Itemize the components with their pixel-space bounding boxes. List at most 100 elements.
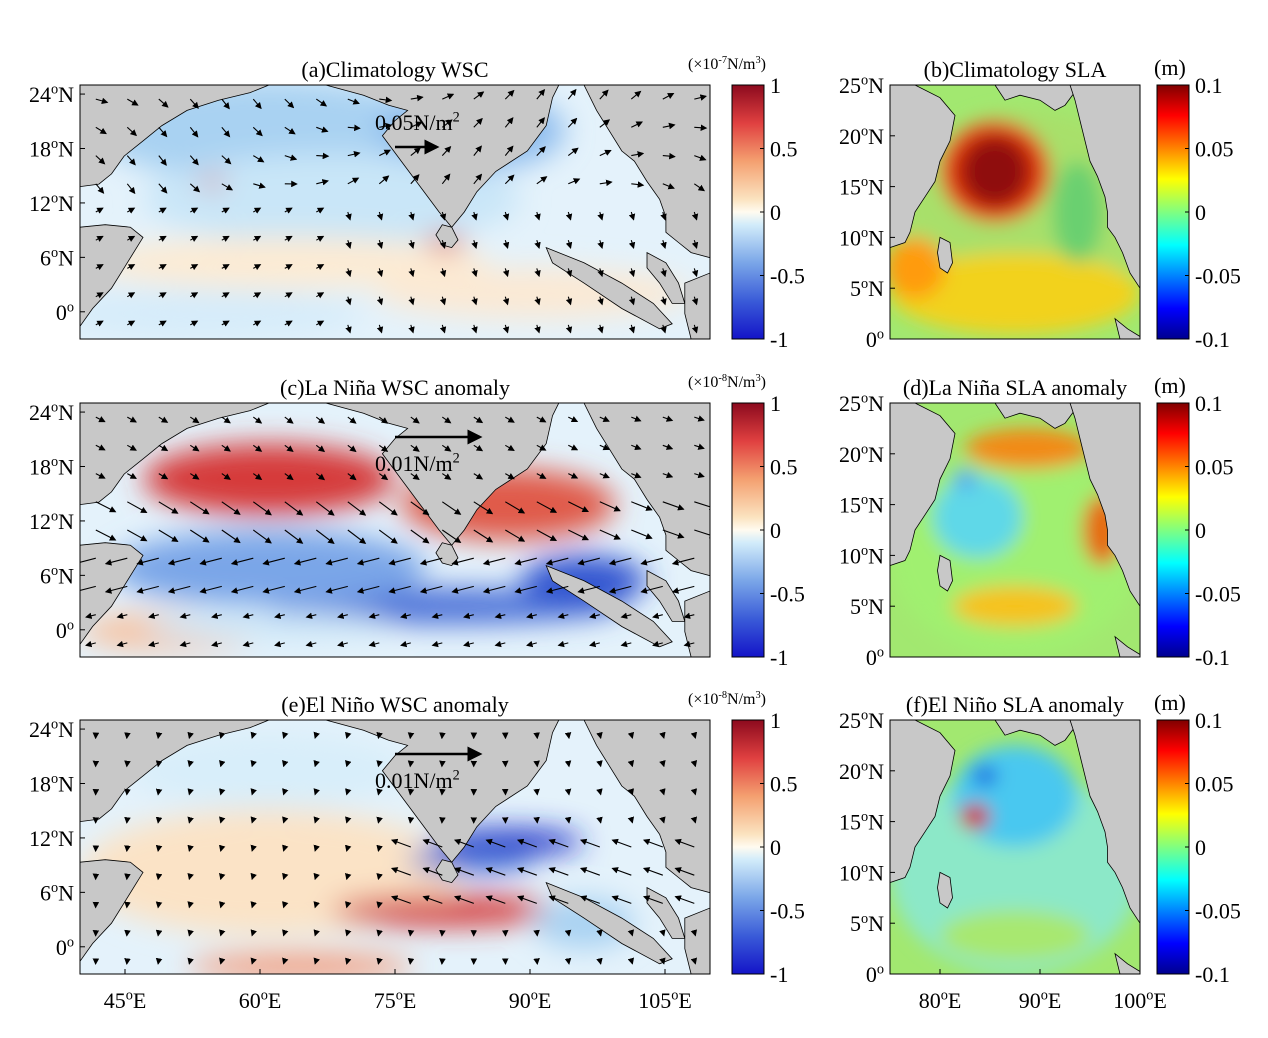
vector-arrow [536,501,558,513]
lat-tick-label: 18oN [29,454,74,479]
panel-d: (d)La Niña SLA anomaly 25oN 20oN 15oN 10oN 5o… [839,373,1241,670]
vector-arrow [627,760,635,768]
vector-arrow [345,844,352,852]
vector-arrow [158,292,167,299]
vector-arrow [694,529,710,539]
vector-arrow [628,268,636,278]
panel-title: (e)El Niño WSC anomaly [281,692,509,717]
vector-arrow [662,471,674,479]
vector-arrow [126,126,138,137]
vector-arrow [252,126,263,137]
vector-arrow [557,640,569,648]
colorbar-tick-label: 0.05 [1195,137,1234,162]
vector-arrow [136,585,159,594]
vector-arrow [442,93,455,100]
vector-arrow [410,529,430,544]
vector-arrow [284,207,293,214]
vector-arrow [407,760,415,768]
lat-tick-label: 12oN [29,191,74,216]
vector-arrow [80,585,96,594]
vector-arrow [158,155,167,166]
map-frame [889,402,1141,658]
vector-arrow [187,731,194,740]
vector-arrow [190,473,200,480]
vector-arrow [439,296,447,306]
vector-arrow [388,557,411,566]
vector-arrow [390,895,411,904]
vector-arrow [253,235,262,242]
vector-arrow [158,235,167,242]
reference-arrow-label: 0.01N/m2 [375,451,460,476]
vector-arrow [567,147,579,157]
lat-tick-label: 25oN [839,708,884,733]
map-frame [79,402,711,658]
vector-arrow [250,816,257,824]
panel-c: (c)La Niña WSC anomaly 24oN 18oN 12oN 6oN 0o 0… [29,373,805,670]
vector-arrow [95,183,105,194]
field-patch [890,237,945,299]
panel-b: (b)Climatology SLA 25oN 20oN 15oN 10oN 5oN 0o 0… [839,55,1241,352]
vector-arrow [124,929,131,937]
vector-arrow [422,838,443,848]
vector-arrow [378,473,389,481]
vector-arrow [671,557,695,566]
vector-arrow [282,788,289,796]
vector-arrow [253,182,266,189]
vector-arrow [485,895,506,904]
vector-arrow [345,731,352,740]
vector-arrow [252,98,262,110]
vector-arrow [536,117,545,128]
vector-arrow [274,640,285,648]
vector-arrow [694,124,708,132]
vector-arrow [337,612,348,619]
vector-arrow [368,640,380,648]
vector-arrow [155,760,163,768]
vector-arrow [565,268,573,278]
vector-arrow [627,816,635,824]
field-patch [890,252,1140,334]
field-patch [965,428,1090,470]
vector-arrow [599,415,610,422]
vector-arrow [536,146,546,156]
vector-arrow [124,788,131,796]
vector-arrow [642,895,663,904]
vector-arrow [471,211,478,221]
vector-arrow [347,473,357,481]
vector-arrow [284,264,293,271]
lat-tick-label: 25oN [839,73,884,98]
lat-tick-label: 15oN [839,809,884,834]
vector-arrow [504,117,514,128]
vector-arrow [502,324,510,334]
vector-arrow [568,501,589,513]
vector-arrow [347,150,361,158]
vector-arrow [189,126,199,138]
land-sumatra [1114,952,1140,974]
vector-arrow [148,640,159,648]
vector-arrow [190,292,199,299]
vector-arrow [505,501,526,514]
vector-arrow [282,816,289,824]
vector-arrow [252,416,263,424]
vector-arrow [471,296,478,306]
vector-arrow [662,122,676,130]
vector-arrow [219,816,226,824]
vector-arrow [104,557,128,566]
vector-arrow [422,867,443,876]
vector-arrow [313,872,320,881]
vector-arrow [376,731,383,740]
vector-arrow [589,640,600,648]
panel-title: (d)La Niña SLA anomaly [903,375,1127,400]
vector-arrow [400,612,411,619]
vector-arrow [378,175,390,185]
lat-tick-label: 5oN [850,911,884,936]
vector-arrow [282,901,289,909]
vector-arrow [221,207,230,214]
map-frame [889,84,1141,340]
vector-arrow [596,788,603,796]
vector-arrow [127,472,137,479]
vector-arrow [190,264,199,271]
vector-arrow [597,240,604,249]
vector-arrow [441,416,452,424]
vector-arrow [568,472,579,479]
vector-arrow [282,929,289,937]
